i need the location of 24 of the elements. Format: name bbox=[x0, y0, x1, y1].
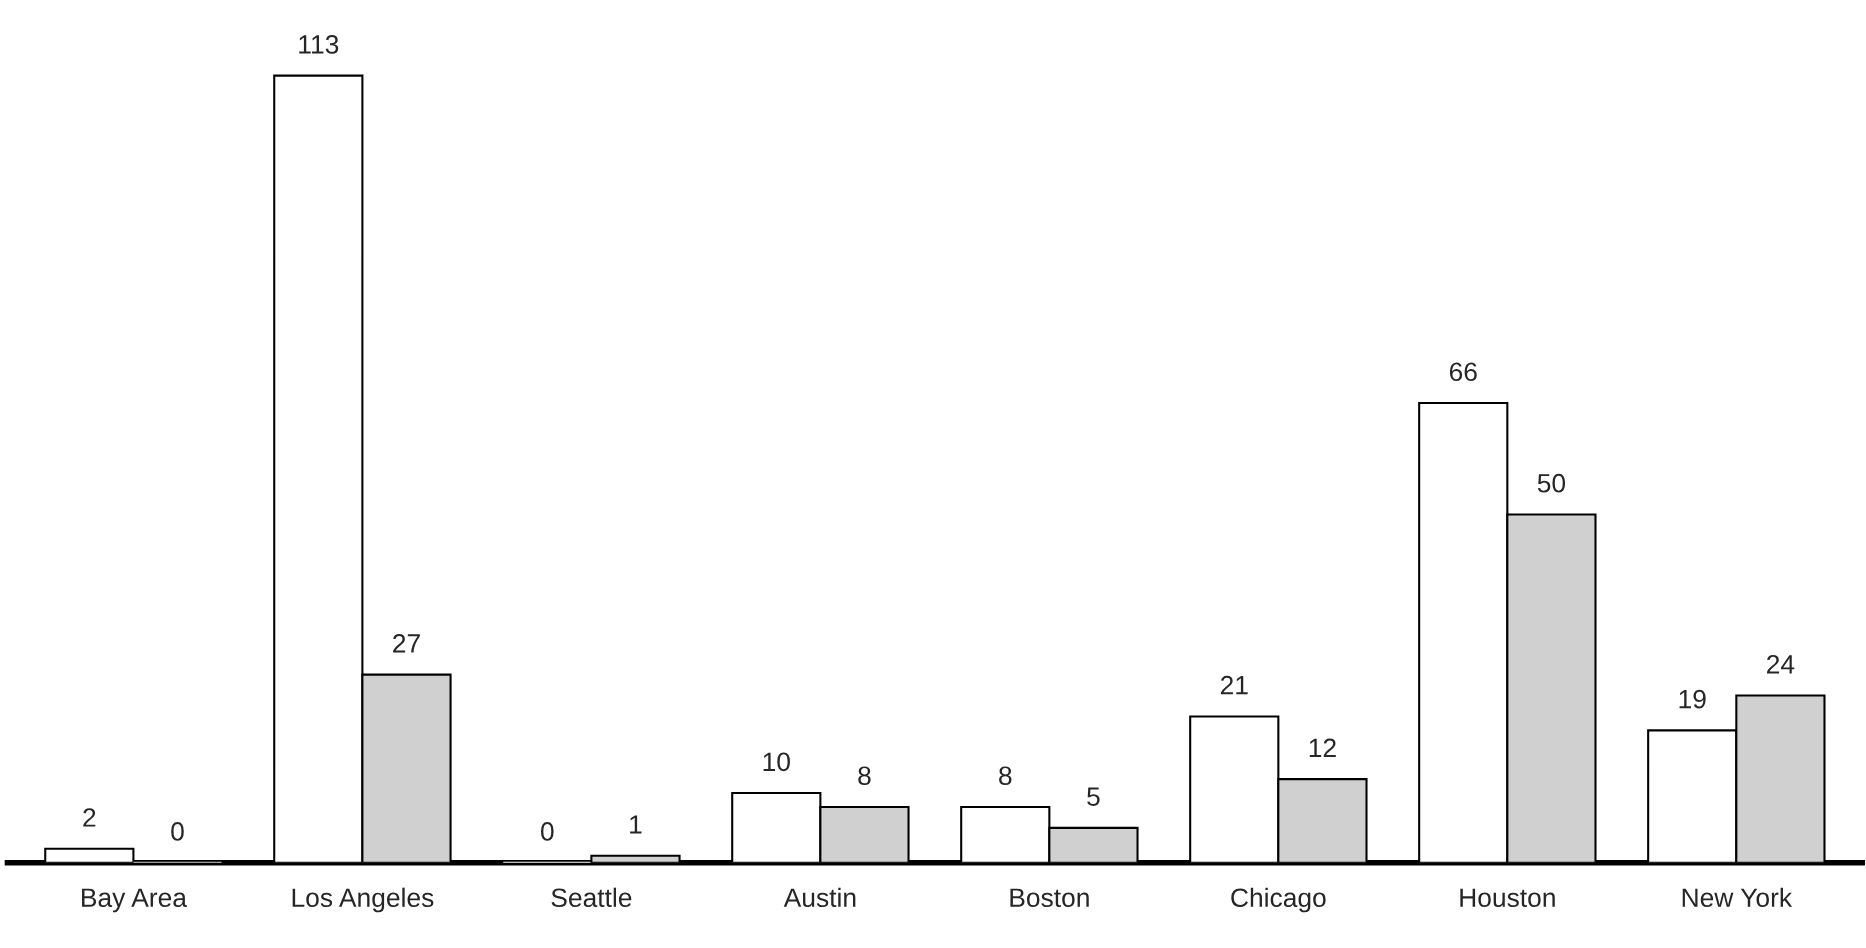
data-label: 24 bbox=[1767, 654, 1795, 674]
x-tick-label: Houston bbox=[1460, 888, 1555, 908]
x-tick-label: New York bbox=[1682, 887, 1793, 908]
data-label: 5 bbox=[1087, 787, 1100, 806]
data-label: 1 bbox=[630, 815, 642, 834]
data-label: 27 bbox=[393, 634, 420, 653]
x-tick-label: Bay Area bbox=[82, 888, 187, 913]
data-label: 50 bbox=[1537, 473, 1566, 493]
x-tick-label: Austin bbox=[783, 887, 856, 908]
data-label: 10 bbox=[763, 752, 790, 772]
data-label: 0 bbox=[171, 822, 184, 841]
data-label: 21 bbox=[1220, 675, 1248, 695]
data-label: 0 bbox=[541, 822, 554, 841]
data-label: 19 bbox=[1679, 689, 1706, 709]
x-tick-label: Boston bbox=[1010, 888, 1089, 908]
data-label: 8 bbox=[999, 766, 1012, 786]
x-tick-label: Seattle bbox=[551, 887, 632, 908]
data-label: 113 bbox=[299, 35, 339, 54]
data-label: 12 bbox=[1309, 738, 1336, 757]
data-label: 8 bbox=[858, 766, 871, 786]
data-label: 2 bbox=[83, 808, 96, 827]
data-label: 66 bbox=[1449, 362, 1477, 382]
x-tick-label: Los Angeles bbox=[292, 887, 434, 913]
x-tick-label: Chicago bbox=[1231, 887, 1326, 913]
